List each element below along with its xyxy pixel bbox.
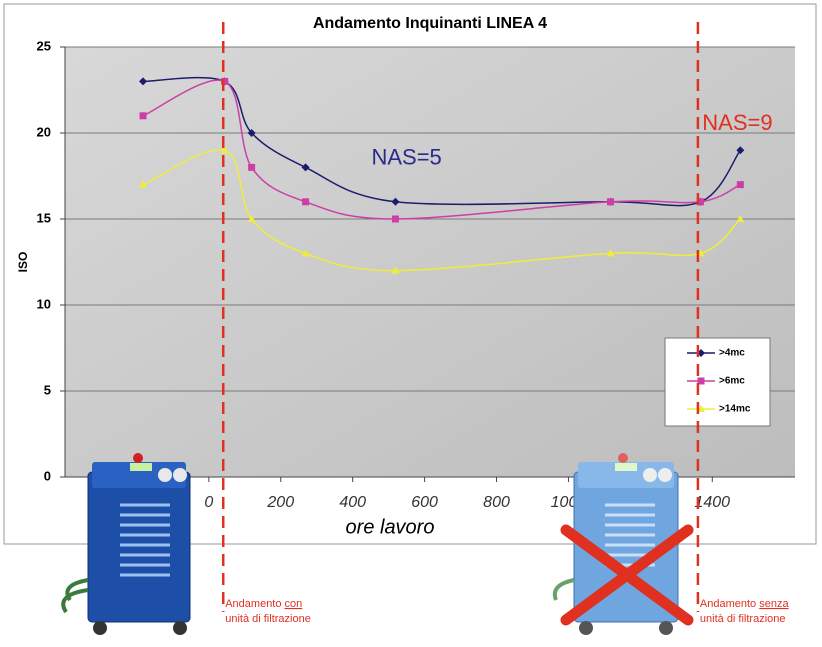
note-emphasis: senza [759,598,789,610]
marker [607,198,615,206]
marker [391,197,400,206]
legend-label: >4mc [719,348,745,359]
machine-right [552,453,694,635]
y-tick-label: 25 [37,38,51,53]
marker [139,112,147,120]
marker [301,249,310,257]
series-line [142,79,741,220]
note-emphasis: con [285,598,303,610]
note-text: Andamento [225,598,284,610]
legend-label: >6mc [719,376,745,387]
note-line-1: Andamento con [225,598,302,610]
marker [606,249,615,257]
series-line [142,148,741,272]
x-tick-label: 200 [266,494,294,511]
machine-left [61,453,191,635]
marker [247,129,256,137]
y-tick-label: 0 [44,468,51,483]
marker [301,163,310,172]
legend-box [664,337,771,427]
y-tick-label: 10 [37,296,51,311]
annotation: NAS=9 [702,110,772,135]
y-axis-label: ISO [16,252,30,273]
x-tick-label: 1400 [694,494,730,511]
y-tick-label: 15 [37,210,51,225]
chart-title: Andamento Inquinanti LINEA 4 [313,15,547,32]
note-text: Andamento [700,598,759,610]
marker [221,77,229,85]
note-line-2: unità di filtrazione [700,613,786,625]
legend: >4mc >6mc >14mc [664,337,771,427]
marker [736,146,745,155]
marker [247,215,256,222]
annotation: NAS=5 [371,145,441,170]
marker [220,146,229,154]
marker [736,181,744,189]
marker [697,377,705,385]
series-line [143,76,741,207]
x-tick-label: 0 [204,494,213,511]
marker [139,180,148,188]
x-axis-label: ore lavoro [346,516,435,538]
marker [696,198,704,206]
x-tick-label: 400 [339,494,366,511]
notes: NAS=5 NAS=9 Andamento con unità di filtrazi… [221,22,790,625]
x-tick-label: 600 [411,494,438,511]
note-line-1: Andamento senza [700,598,790,610]
marker [391,215,399,223]
y-tick-label: 20 [37,124,51,139]
marker [139,77,148,86]
x-tick-label: 800 [483,494,510,511]
y-tick-label: 5 [44,382,51,397]
marker [391,266,400,274]
marker [248,163,256,171]
legend-label: >14mc [719,404,751,415]
marker [302,198,310,206]
note-line-2: unità di filtrazione [225,613,311,625]
marker [736,215,745,222]
